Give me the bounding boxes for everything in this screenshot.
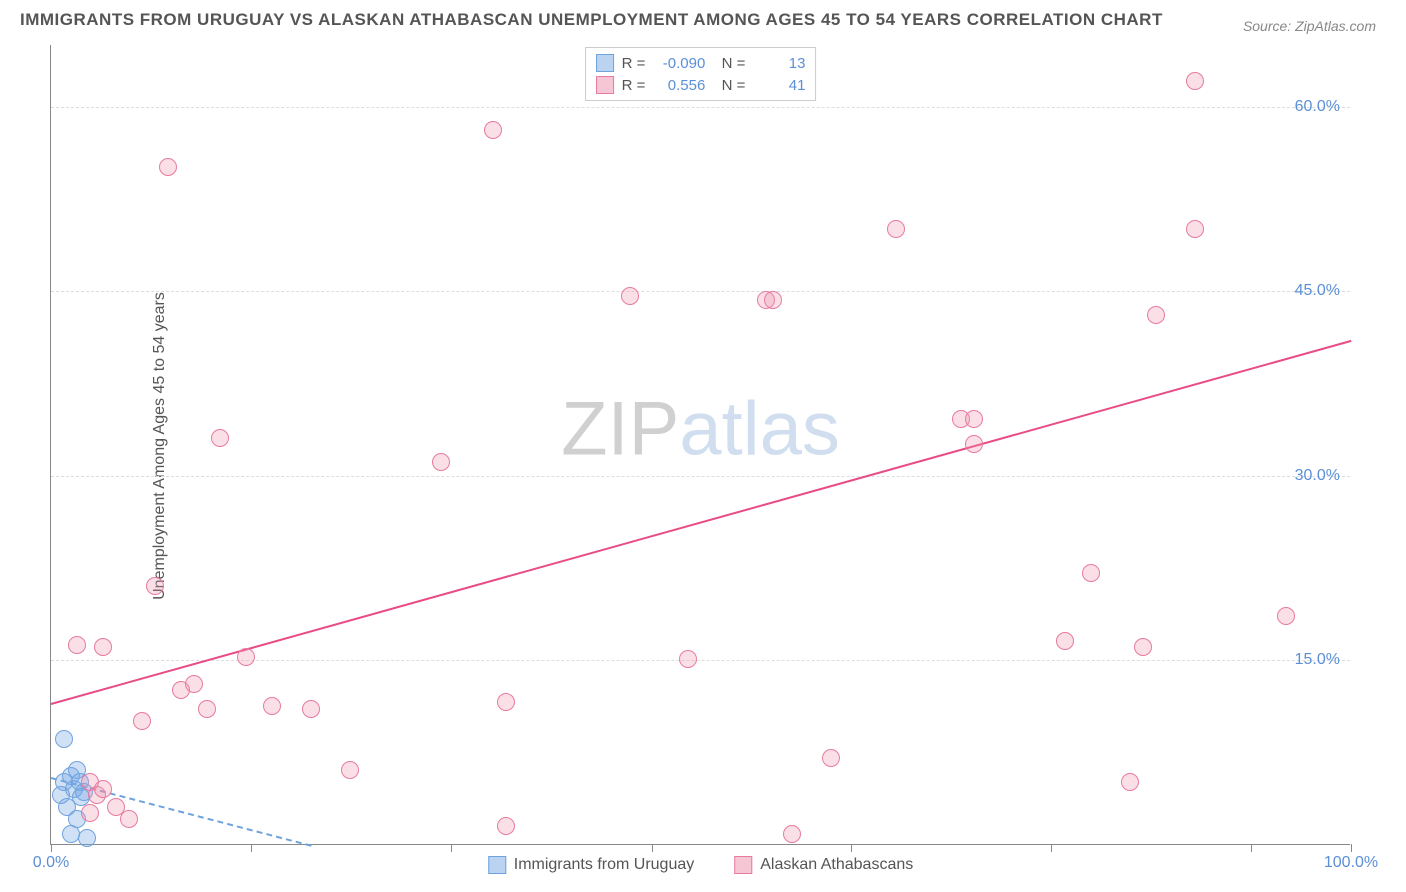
data-point: [52, 786, 70, 804]
y-tick-label: 45.0%: [1295, 282, 1340, 300]
data-point: [783, 825, 801, 843]
data-point: [887, 220, 905, 238]
data-point: [484, 121, 502, 139]
data-point: [679, 650, 697, 668]
legend-r-label: R =: [622, 77, 646, 94]
legend-row: R = -0.090 N = 13: [596, 52, 806, 74]
legend-label: Immigrants from Uruguay: [514, 856, 695, 874]
legend-item: Immigrants from Uruguay: [488, 856, 695, 874]
legend-n-label: N =: [713, 77, 745, 94]
data-point: [1134, 638, 1152, 656]
data-point: [965, 410, 983, 428]
data-point: [94, 638, 112, 656]
legend-swatch: [596, 76, 614, 94]
data-point: [822, 749, 840, 767]
gridline: [51, 476, 1350, 477]
watermark-atlas: atlas: [679, 386, 840, 471]
legend-n-value: 41: [753, 77, 805, 94]
data-point: [965, 435, 983, 453]
legend-n-value: 13: [753, 55, 805, 72]
data-point: [1056, 632, 1074, 650]
data-point: [1186, 220, 1204, 238]
y-tick-label: 30.0%: [1295, 467, 1340, 485]
data-point: [497, 817, 515, 835]
legend-row: R = 0.556 N = 41: [596, 74, 806, 96]
legend-r-value: 0.556: [653, 77, 705, 94]
scatter-plot: ZIPatlas R =-0.090 N =13R =0.556 N =41 I…: [50, 45, 1350, 845]
data-point: [55, 730, 73, 748]
data-point: [198, 700, 216, 718]
data-point: [302, 700, 320, 718]
data-point: [497, 693, 515, 711]
data-point: [68, 636, 86, 654]
legend-r-label: R =: [622, 55, 646, 72]
data-point: [94, 780, 112, 798]
legend-swatch: [596, 54, 614, 72]
x-tick: [652, 844, 653, 852]
gridline: [51, 107, 1350, 108]
x-tick: [1051, 844, 1052, 852]
legend-n-label: N =: [713, 55, 745, 72]
data-point: [1147, 306, 1165, 324]
x-tick-label: 100.0%: [1324, 854, 1378, 872]
watermark-zip: ZIP: [561, 386, 679, 471]
data-point: [1186, 72, 1204, 90]
data-point: [764, 291, 782, 309]
data-point: [263, 697, 281, 715]
data-point: [211, 429, 229, 447]
data-point: [120, 810, 138, 828]
source-label: Source: ZipAtlas.com: [1243, 18, 1376, 34]
legend-r-value: -0.090: [653, 55, 705, 72]
data-point: [1082, 564, 1100, 582]
data-point: [621, 287, 639, 305]
x-tick-label: 0.0%: [33, 854, 69, 872]
gridline: [51, 291, 1350, 292]
y-tick-label: 15.0%: [1295, 651, 1340, 669]
y-tick-label: 60.0%: [1295, 98, 1340, 116]
data-point: [78, 829, 96, 847]
data-point: [133, 712, 151, 730]
legend-item: Alaskan Athabascans: [734, 856, 913, 874]
data-point: [159, 158, 177, 176]
correlation-legend: R = -0.090 N = 13 R = 0.556 N = 41: [585, 47, 817, 101]
legend-swatch: [488, 856, 506, 874]
data-point: [1121, 773, 1139, 791]
data-point: [237, 648, 255, 666]
chart-title: IMMIGRANTS FROM URUGUAY VS ALASKAN ATHAB…: [20, 10, 1163, 30]
x-tick: [1251, 844, 1252, 852]
data-point: [432, 453, 450, 471]
x-tick: [251, 844, 252, 852]
legend-label: Alaskan Athabascans: [760, 856, 913, 874]
x-tick: [451, 844, 452, 852]
x-tick: [1351, 844, 1352, 852]
data-point: [341, 761, 359, 779]
legend-swatch: [734, 856, 752, 874]
data-point: [185, 675, 203, 693]
x-tick: [851, 844, 852, 852]
watermark: ZIPatlas: [561, 385, 840, 472]
x-tick: [51, 844, 52, 852]
data-point: [146, 577, 164, 595]
data-point: [81, 804, 99, 822]
series-legend: Immigrants from Uruguay Alaskan Athabasca…: [488, 856, 914, 874]
data-point: [1277, 607, 1295, 625]
data-point: [62, 825, 80, 843]
